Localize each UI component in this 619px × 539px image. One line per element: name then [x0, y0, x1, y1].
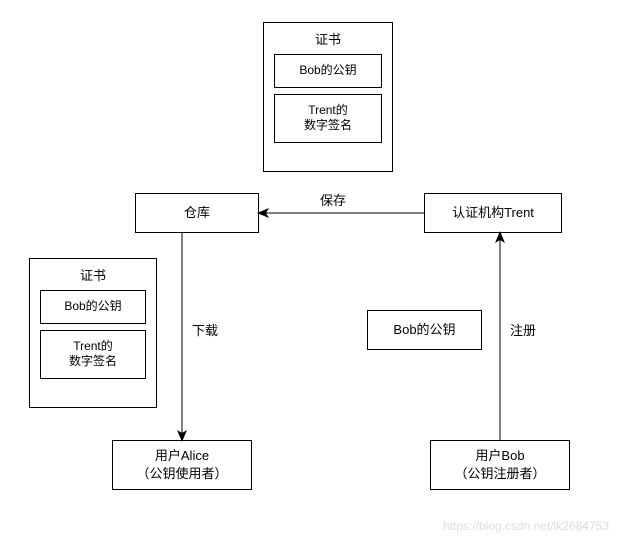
cert-top-title: 证书 — [264, 29, 392, 48]
cert-left-sig-line1: Trent的 — [73, 339, 113, 353]
bob-pubkey-node: Bob的公钥 — [367, 310, 482, 350]
ca-node: 认证机构Trent — [424, 193, 562, 233]
cert-left-title: 证书 — [30, 265, 156, 284]
edge-register-label: 注册 — [510, 320, 536, 339]
cert-top-sig-line1: Trent的 — [308, 103, 348, 117]
alice-node: 用户Alice （公钥使用者） — [112, 440, 252, 490]
cert-top-sig-line2: 数字签名 — [304, 118, 352, 132]
cert-top-pubkey-box: Bob的公钥 — [274, 54, 382, 88]
ca-label: 认证机构Trent — [452, 204, 534, 222]
watermark-text: https://blog.csdn.net/lk2684753 — [443, 519, 609, 533]
alice-line2: （公钥使用者） — [136, 466, 227, 481]
bob-line1: 用户Bob — [475, 448, 524, 463]
cert-left-pubkey-box: Bob的公钥 — [40, 290, 146, 324]
diagram-canvas: 证书 Bob的公钥 Trent的 数字签名 仓库 认证机构Trent 证书 Bo… — [0, 0, 619, 539]
bob-pubkey-label: Bob的公钥 — [393, 321, 455, 339]
edge-download-label: 下载 — [192, 320, 218, 339]
cert-left-sig-line2: 数字签名 — [69, 354, 117, 368]
bob-node: 用户Bob （公钥注册者） — [430, 440, 570, 490]
alice-line1: 用户Alice — [155, 448, 209, 463]
bob-line2: （公钥注册者） — [454, 466, 545, 481]
warehouse-label: 仓库 — [184, 204, 210, 222]
certificate-group-top: 证书 Bob的公钥 Trent的 数字签名 — [263, 22, 393, 172]
warehouse-node: 仓库 — [135, 193, 259, 233]
certificate-group-left: 证书 Bob的公钥 Trent的 数字签名 — [29, 258, 157, 408]
cert-left-signature-box: Trent的 数字签名 — [40, 330, 146, 379]
cert-top-signature-box: Trent的 数字签名 — [274, 94, 382, 143]
edge-save-label: 保存 — [320, 190, 346, 209]
